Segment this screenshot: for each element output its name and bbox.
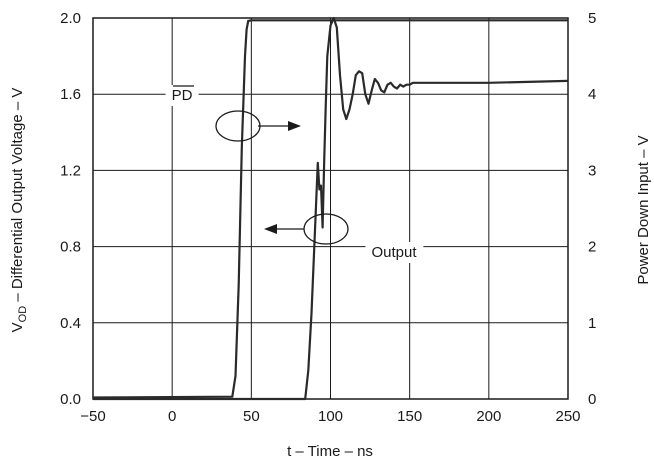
y-right-axis-label: Power Down Input – V <box>635 135 652 284</box>
y-right-tick-label: 5 <box>588 10 596 27</box>
y-left-tick-label: 0.8 <box>60 239 81 256</box>
x-tick-label: −50 <box>80 408 105 425</box>
series-output-line <box>93 16 569 401</box>
y-left-label-post: – Differential Output Voltage – V <box>9 88 26 306</box>
y-left-tick-label: 1.6 <box>60 86 81 103</box>
output-marker-arrow-head <box>264 224 277 234</box>
gridlines <box>93 18 568 399</box>
y-left-axis-label: VOD – Differential Output Voltage – V <box>9 88 29 333</box>
y-left-label-pre: V <box>9 322 26 332</box>
series-layer <box>92 16 569 401</box>
pd-marker-arrow-head <box>288 121 301 131</box>
y-left-tick-label: 1.2 <box>60 162 81 179</box>
y-right-tick-labels: 0 1 2 3 4 5 <box>588 10 596 408</box>
y-right-tick-label: 3 <box>588 162 596 179</box>
y-right-tick-label: 2 <box>588 239 596 256</box>
x-axis-label: t – Time – ns <box>287 443 373 460</box>
pd-marker-ellipse <box>215 110 261 142</box>
x-tick-labels: −50 0 50 100 150 200 250 <box>80 408 580 425</box>
y-left-tick-label: 0.0 <box>60 391 81 408</box>
series-pd-line <box>92 19 568 399</box>
y-left-tick-labels: 0.0 0.4 0.8 1.2 1.6 2.0 <box>60 10 81 408</box>
y-left-tick-label: 2.0 <box>60 10 81 27</box>
x-tick-label: 150 <box>397 408 422 425</box>
x-tick-label: 50 <box>243 408 260 425</box>
y-left-label-sub: OD <box>17 306 29 323</box>
output-label: Output <box>371 244 417 261</box>
x-tick-label: 0 <box>168 408 176 425</box>
y-right-tick-label: 1 <box>588 315 596 332</box>
anno-pd-background <box>165 85 199 106</box>
y-right-tick-label: 0 <box>588 391 596 408</box>
pd-label: PD <box>172 87 193 104</box>
plot-frame <box>92 17 569 400</box>
x-tick-label: 250 <box>555 408 580 425</box>
output-marker-ellipse <box>303 213 349 245</box>
y-right-tick-label: 4 <box>588 86 596 103</box>
x-tick-label: 200 <box>476 408 501 425</box>
y-left-tick-label: 0.4 <box>60 315 81 332</box>
anno-output-background <box>365 242 424 263</box>
x-tick-label: 100 <box>318 408 343 425</box>
